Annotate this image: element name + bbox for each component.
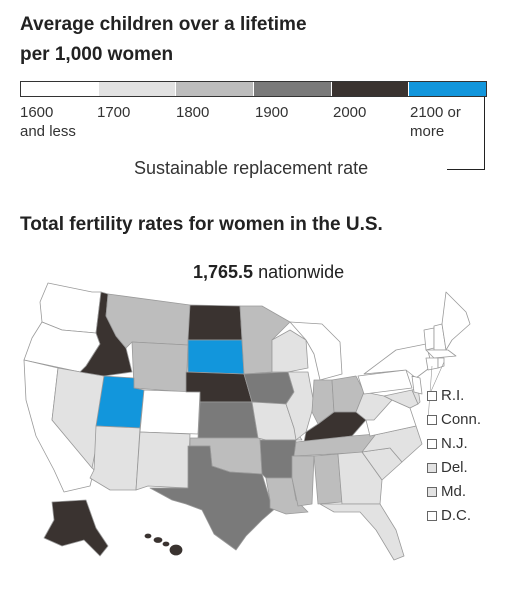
small-state-ri-swatch	[427, 391, 437, 401]
state-nc	[361, 425, 423, 463]
small-state-ct-swatch	[427, 415, 437, 425]
legend-label-1600-line1: 1600	[20, 104, 54, 121]
state-fl	[319, 503, 405, 561]
small-state-md-label: Md.	[441, 483, 467, 500]
state-ar	[259, 439, 297, 479]
national-rate-suffix: nationwide	[258, 262, 345, 282]
state-ks	[197, 401, 259, 439]
state-hi	[144, 533, 183, 556]
small-state-ri: R.I.	[427, 385, 464, 407]
legend-label-2000: 2000	[333, 104, 367, 121]
state-me	[441, 291, 471, 351]
state-vt	[423, 327, 435, 351]
small-state-de-label: Del.	[441, 459, 468, 476]
small-state-nj-label: N.J.	[441, 435, 468, 452]
legend-label-2100: 2100 or more	[410, 103, 461, 141]
small-state-md: Md.	[427, 481, 466, 503]
state-ia	[243, 371, 295, 405]
state-ms	[291, 455, 315, 507]
legend-swatch-1900	[254, 82, 332, 96]
state-nj	[411, 375, 423, 395]
national-rate: 1,765.5 nationwide	[193, 262, 344, 283]
small-state-ri-label: R.I.	[441, 387, 465, 404]
replacement-bracket-vertical	[484, 97, 485, 170]
replacement-rate-label: Sustainable replacement rate	[134, 158, 369, 178]
map-title: Total fertility rates for women in the U…	[20, 214, 383, 235]
small-state-md-swatch	[427, 487, 437, 497]
state-md	[383, 389, 419, 409]
title-line-2: per 1,000 women	[20, 44, 174, 65]
legend-label-1900: 1900	[255, 104, 289, 121]
state-wi	[271, 329, 309, 373]
state-wy	[131, 341, 189, 393]
legend-label-1600-line2: and less	[20, 123, 76, 140]
state-il	[285, 371, 315, 441]
state-ma	[425, 349, 457, 359]
small-state-dc-swatch	[427, 511, 437, 521]
small-state-dc: D.C.	[427, 505, 471, 527]
legend-swatch-2000	[331, 82, 410, 96]
state-pa	[357, 369, 413, 395]
state-al	[313, 453, 343, 505]
small-state-nj: N.J.	[427, 433, 468, 455]
state-tx	[149, 445, 279, 551]
replacement-bracket-horizontal	[447, 169, 485, 170]
state-sd	[187, 339, 245, 375]
legend-swatch-1700	[98, 82, 177, 96]
legend-color-bar	[20, 81, 487, 97]
legend-swatch-1600	[21, 82, 99, 96]
small-state-nj-swatch	[427, 439, 437, 449]
legend-label-1700: 1700	[97, 104, 131, 121]
small-state-ct-label: Conn.	[441, 411, 482, 428]
title-line-1: Average children over a lifetime	[20, 14, 307, 35]
state-mi	[289, 321, 343, 381]
small-state-ct: Conn.	[427, 409, 481, 431]
state-az	[89, 425, 141, 491]
small-state-de-swatch	[427, 463, 437, 473]
state-ak	[43, 499, 109, 557]
legend-swatch-1800	[176, 82, 255, 96]
national-rate-value: 1,765.5	[193, 262, 254, 282]
state-co	[139, 389, 201, 435]
small-state-dc-label: D.C.	[441, 507, 471, 524]
legend-label-1800: 1800	[176, 104, 210, 121]
chart-title: Average children over a lifetime per 1,0…	[20, 10, 490, 70]
state-ri	[437, 357, 445, 369]
small-state-de: Del.	[427, 457, 468, 479]
state-nm	[135, 431, 191, 491]
legend-label-2100-line2: more	[410, 123, 445, 140]
legend-swatch-2100	[409, 82, 487, 96]
legend-label-2100-line1: 2100 or	[410, 104, 461, 121]
legend-label-1600: 1600 and less	[20, 103, 76, 141]
state-nd	[187, 304, 243, 341]
